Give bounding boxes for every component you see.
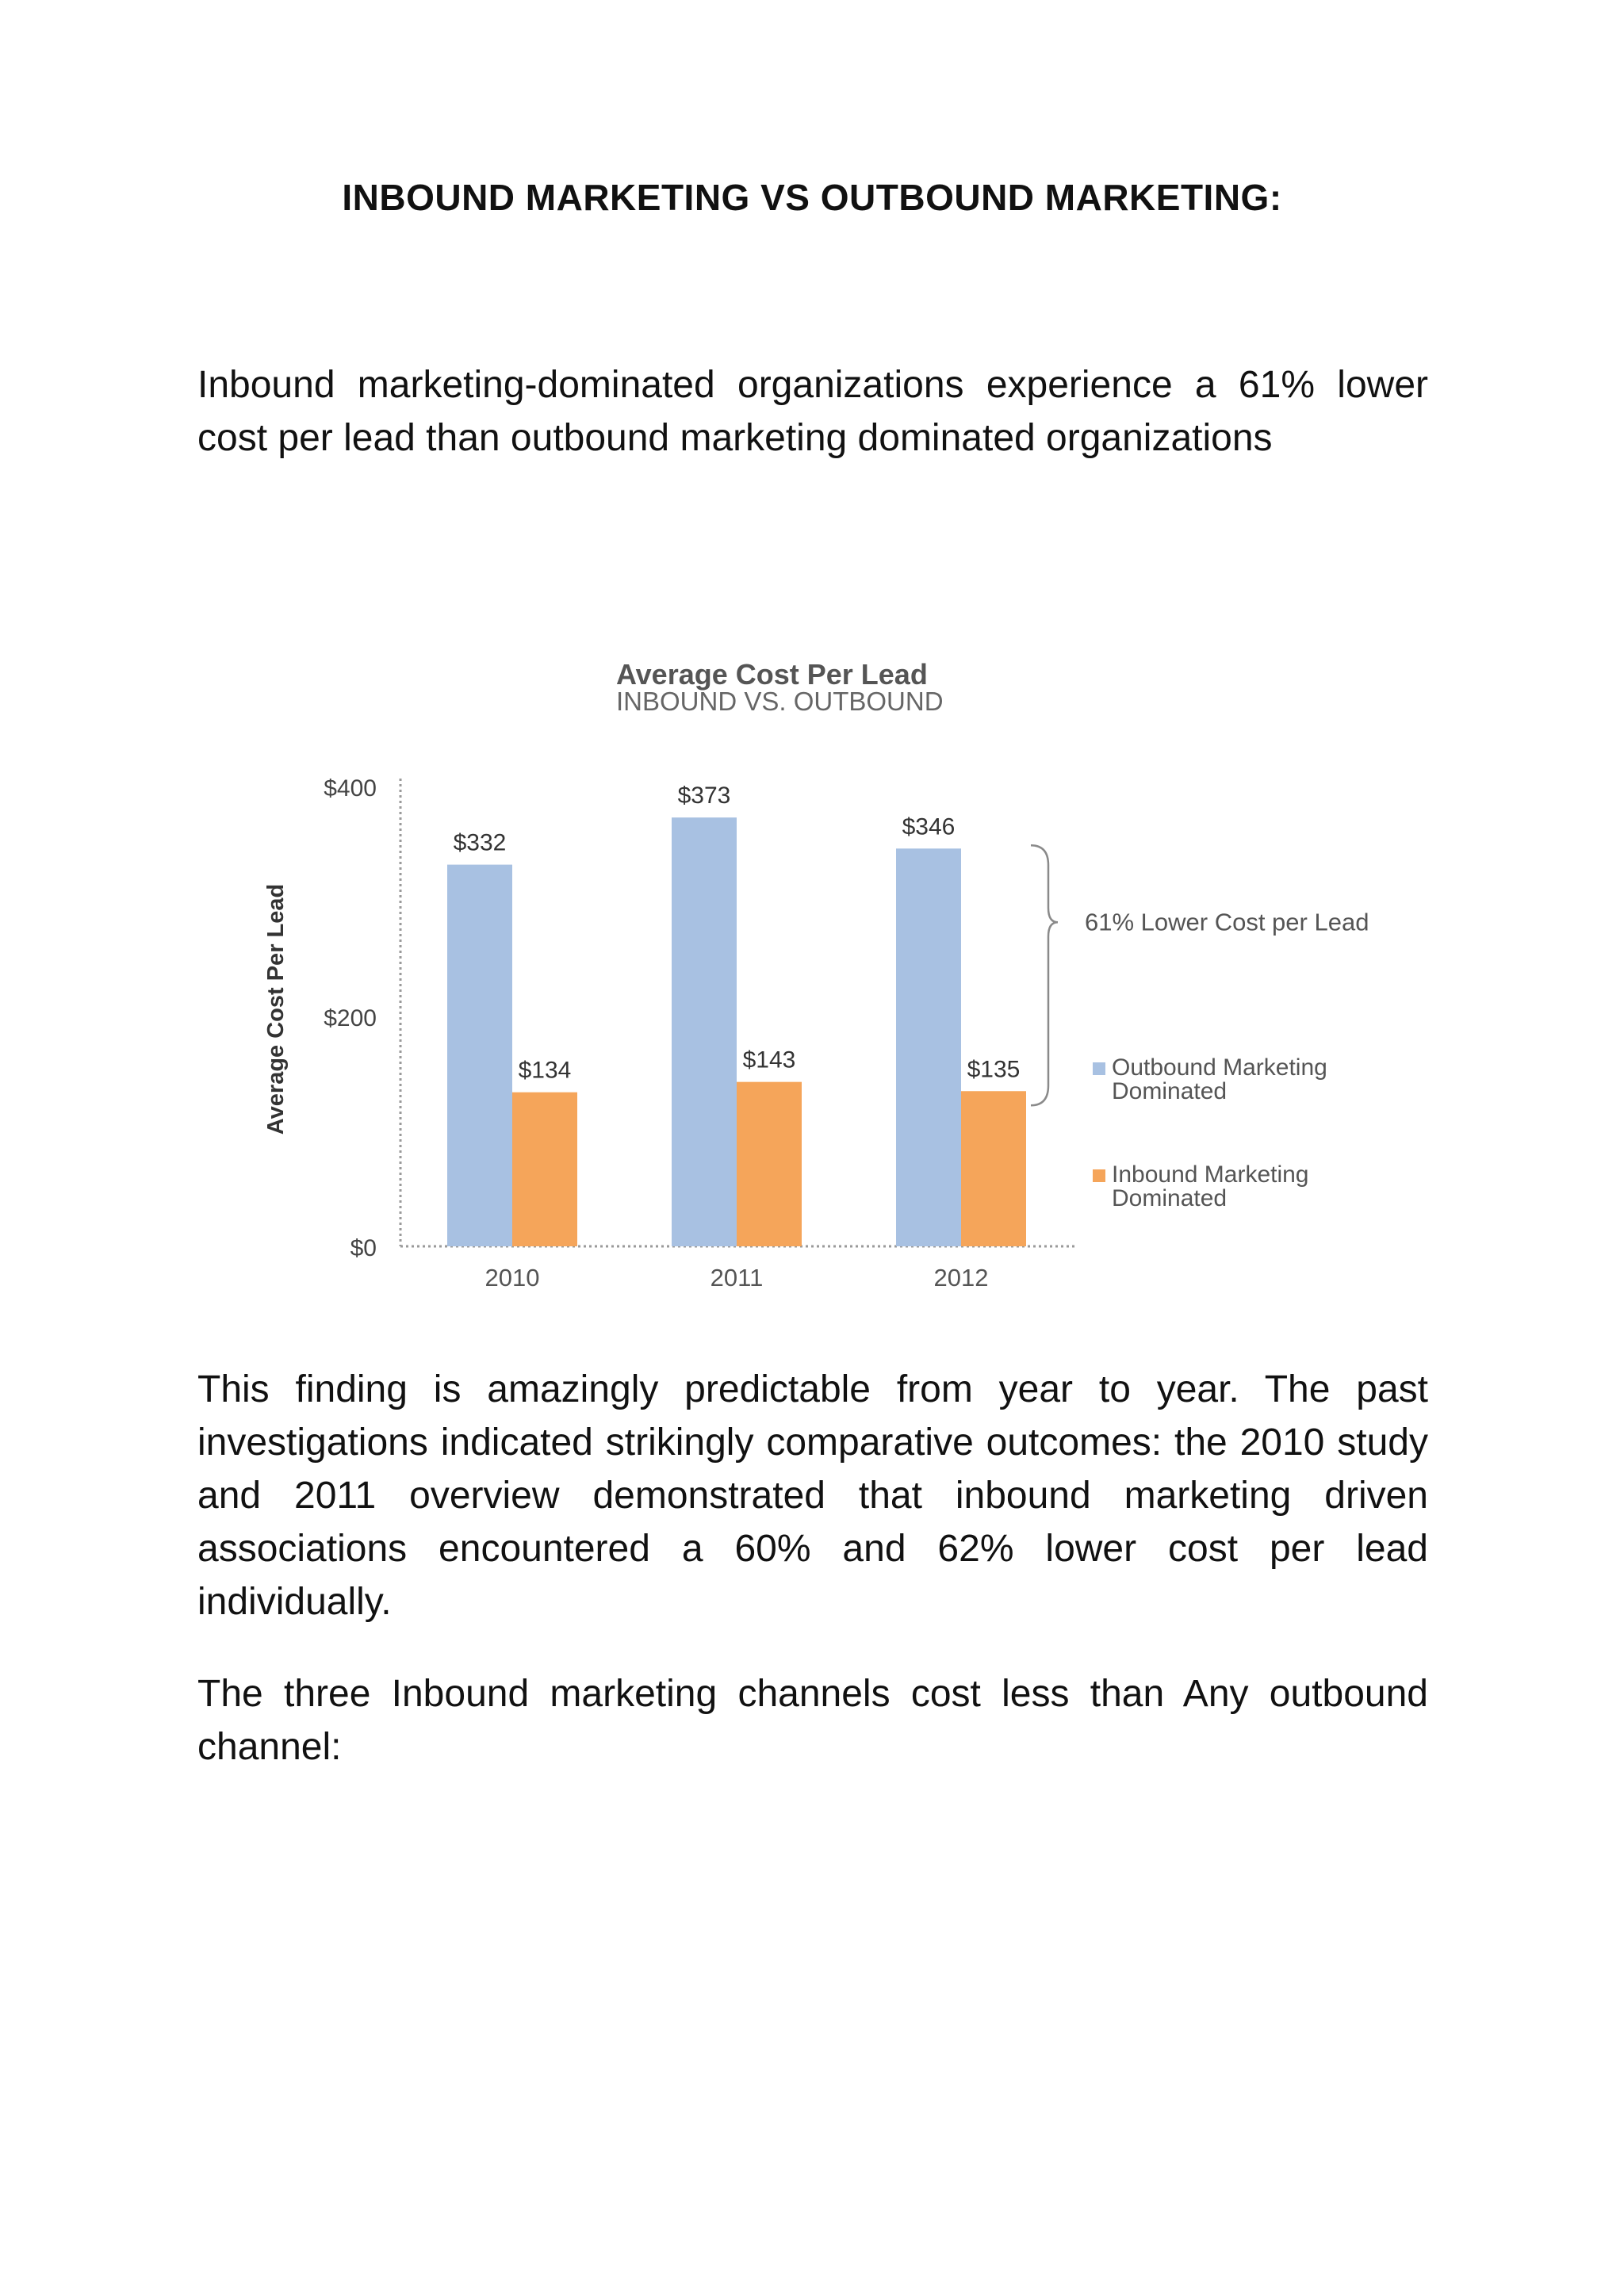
- legend-swatch-outbound: [1093, 1062, 1105, 1075]
- data-label: $373: [678, 783, 731, 809]
- data-label: $332: [454, 830, 507, 856]
- channels-paragraph: The three Inbound marketing channels cos…: [197, 1673, 1428, 1768]
- legend-swatch-inbound: [1093, 1169, 1105, 1182]
- cost-per-lead-chart: Average Cost Per Lead INBOUND VS. OUTBOU…: [263, 658, 1369, 1292]
- x-tick-label: 2010: [485, 1264, 540, 1292]
- bar-outbound-2011: [672, 817, 737, 1246]
- bar-outbound-2012: [896, 848, 961, 1246]
- bar-inbound-2011: [737, 1081, 802, 1246]
- data-label: $346: [902, 813, 956, 840]
- x-tick-label: 2012: [934, 1264, 989, 1292]
- data-label: $134: [519, 1058, 572, 1084]
- y-tick-label: $200: [324, 1005, 377, 1031]
- data-label: $143: [743, 1047, 796, 1073]
- bar-inbound-2010: [512, 1092, 577, 1246]
- y-axis-label: Average Cost Per Lead: [263, 884, 289, 1135]
- legend-label: Outbound Marketing: [1112, 1054, 1327, 1081]
- chart-subtitle: INBOUND VS. OUTBOUND: [616, 687, 944, 716]
- intro-paragraph: Inbound marketing-dominated organization…: [197, 364, 1428, 459]
- x-axis: 2010 2011 2012: [400, 1245, 1074, 1292]
- legend-label: Dominated: [1112, 1078, 1227, 1104]
- legend-label: Dominated: [1112, 1185, 1227, 1211]
- finding-paragraph: This finding is amazingly predictable fr…: [197, 1368, 1428, 1623]
- y-axis: $0 $200 $400: [324, 775, 402, 1261]
- bar-labels: $332 $134 $373 $143 $346 $135: [454, 783, 1021, 1084]
- annotation-label: 61% Lower Cost per Lead: [1085, 908, 1369, 936]
- y-tick-label: $0: [350, 1235, 377, 1261]
- y-tick-label: $400: [324, 775, 377, 802]
- legend-label: Inbound Marketing: [1112, 1161, 1309, 1188]
- x-tick-label: 2011: [710, 1264, 764, 1292]
- document-title: INBOUND MARKETING VS OUTBOUND MARKETING:: [342, 177, 1282, 218]
- bars: [447, 817, 1026, 1246]
- brace-annotation: 61% Lower Cost per Lead: [1030, 844, 1369, 1107]
- data-label: $135: [967, 1056, 1021, 1082]
- chart-title: Average Cost Per Lead: [616, 658, 928, 691]
- bar-inbound-2012: [961, 1091, 1026, 1246]
- brace-line: [1030, 844, 1059, 1107]
- bar-outbound-2010: [447, 864, 512, 1246]
